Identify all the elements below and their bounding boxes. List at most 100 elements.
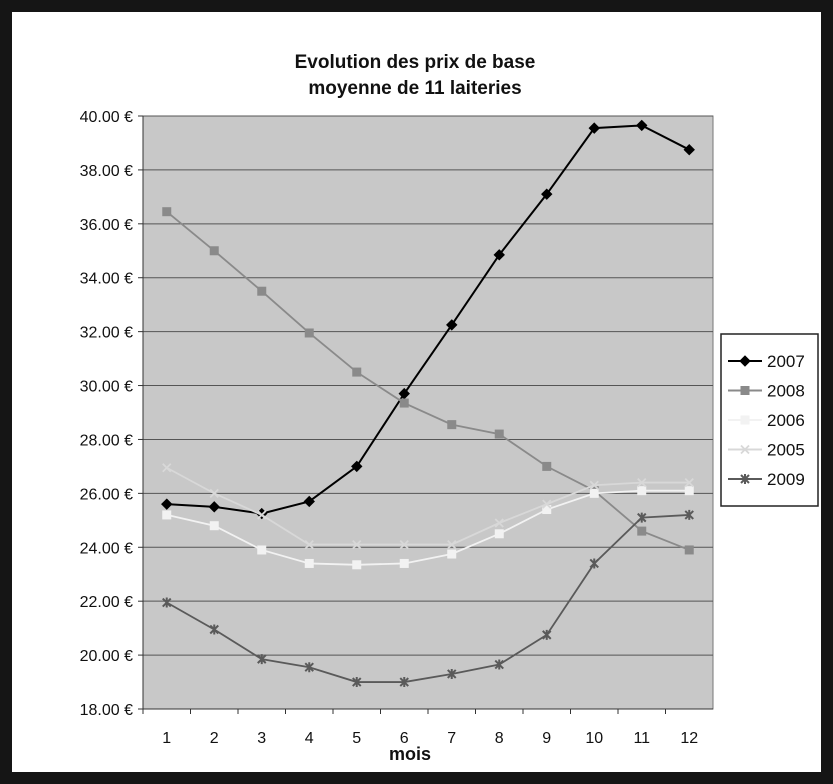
data-point [399, 558, 409, 568]
data-point [351, 460, 363, 473]
legend-entry: 2009 [728, 470, 805, 489]
y-tick-label: 40.00 € [80, 109, 133, 126]
y-tick-label: 22.00 € [80, 594, 133, 611]
x-axis-tick-labels: 1 2 3 4 5 6 7 8 9 10 11 12 [142, 709, 698, 747]
y-tick-label: 24.00 € [80, 540, 133, 557]
x-tick-label: 11 [633, 730, 650, 747]
y-tick-label: 28.00 € [80, 432, 133, 449]
data-point [684, 509, 694, 520]
data-point [589, 480, 599, 490]
legend-label: 2009 [767, 470, 805, 489]
series-2009 [162, 509, 694, 688]
data-point [209, 246, 219, 256]
data-point [257, 510, 267, 520]
y-tick-label: 18.00 € [80, 702, 133, 719]
data-point [304, 539, 314, 550]
legend-entry: 2008 [728, 382, 805, 401]
x-tick-label: 7 [447, 730, 456, 747]
legend-label: 2007 [767, 352, 805, 371]
series-line [166, 210, 690, 551]
data-point [636, 119, 648, 132]
series-2006 [162, 486, 694, 570]
legend-entry: 2006 [728, 411, 805, 430]
x-axis-label: mois [389, 744, 431, 764]
x-tick-label: 12 [680, 730, 698, 747]
data-point [446, 319, 458, 331]
data-point [494, 659, 504, 670]
data-point [637, 477, 647, 488]
data-point [399, 398, 409, 408]
series-line [166, 514, 690, 683]
data-point [399, 677, 409, 688]
data-point [352, 560, 362, 570]
data-point [493, 249, 505, 261]
data-point [209, 521, 219, 531]
x-tick-label: 1 [162, 730, 171, 747]
data-point [637, 512, 647, 523]
data-point [542, 499, 552, 509]
x-tick-label: 8 [495, 730, 504, 747]
legend-marker [740, 444, 750, 455]
chart-title-line-2: moyenne de 11 laiteries [308, 78, 521, 99]
data-point [209, 624, 219, 635]
y-tick-label: 36.00 € [80, 217, 133, 234]
y-tick-label: 34.00 € [80, 271, 133, 288]
data-point [494, 429, 504, 439]
data-point [684, 545, 694, 555]
data-point [162, 463, 172, 473]
y-tick-label: 26.00 € [80, 486, 133, 503]
data-point [352, 539, 362, 550]
data-point [399, 539, 409, 550]
data-point [257, 545, 267, 555]
legend-marker [740, 386, 750, 395]
legend-label: 2005 [767, 441, 805, 460]
data-point [447, 668, 457, 679]
x-tick-label: 6 [400, 730, 409, 747]
data-point [162, 207, 172, 217]
data-point [494, 529, 504, 539]
y-tick-label: 38.00 € [80, 163, 133, 180]
series-line [166, 466, 690, 546]
x-tick-label: 10 [585, 730, 603, 747]
data-point [352, 677, 362, 688]
data-point [683, 143, 695, 156]
data-point [162, 510, 172, 520]
data-point [447, 539, 457, 550]
x-tick-label: 5 [352, 730, 361, 747]
data-point [542, 505, 552, 515]
data-point [162, 597, 172, 608]
data-point [589, 488, 599, 498]
y-tick-label: 32.00 € [80, 325, 133, 342]
data-point [542, 629, 552, 640]
data-point [257, 654, 267, 665]
data-point [588, 122, 600, 134]
series-line [166, 489, 690, 566]
data-point [304, 662, 314, 673]
data-point [304, 558, 314, 568]
series-2005 [162, 463, 694, 550]
y-axis-tick-labels: 40.00 € 38.00 € 36.00 € 34.00 € 32.00 € 30.00… [80, 109, 143, 719]
data-point [637, 526, 647, 536]
x-tick-label: 4 [305, 730, 314, 747]
data-point [542, 461, 552, 471]
series-lines [161, 119, 695, 688]
data-point [303, 495, 315, 508]
legend-entry: 2005 [728, 441, 805, 460]
chart-title: Evolution des prix de base moyenne de 11… [295, 52, 536, 99]
data-point [684, 486, 694, 496]
data-point [589, 558, 599, 569]
y-tick-label: 30.00 € [80, 379, 133, 396]
data-point [257, 286, 267, 296]
data-point [208, 501, 220, 513]
x-tick-label: 2 [210, 730, 219, 747]
data-point [541, 188, 553, 200]
series-2007 [161, 119, 695, 520]
legend-entry: 2007 [728, 352, 805, 371]
x-tick-label: 9 [542, 730, 551, 747]
data-point [304, 328, 314, 338]
legend: 2007 2008 2006 2005 2009 [720, 333, 819, 507]
data-point [637, 486, 647, 496]
line-chart: Evolution des prix de base moyenne de 11… [80, 52, 819, 764]
data-point [447, 420, 457, 430]
